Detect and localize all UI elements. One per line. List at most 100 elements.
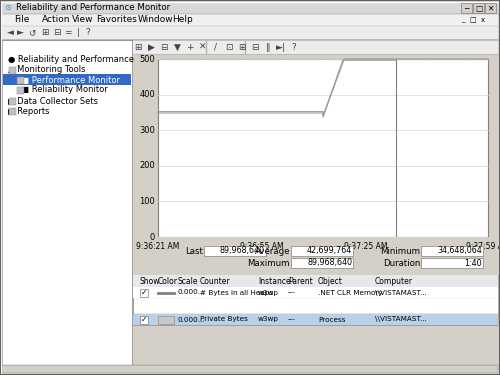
Text: Counter: Counter <box>200 276 230 285</box>
Bar <box>17 87 24 94</box>
Bar <box>133 275 498 287</box>
Text: Action: Action <box>42 15 70 24</box>
Text: Help: Help <box>172 15 193 24</box>
Bar <box>421 258 483 268</box>
Text: Reliability and Performance Monitor: Reliability and Performance Monitor <box>16 3 170 12</box>
Text: 89,968,640: 89,968,640 <box>220 246 265 255</box>
Text: Instance: Instance <box>258 276 290 285</box>
Text: 0.000...: 0.000... <box>177 290 204 296</box>
Text: ✕: ✕ <box>199 42 207 51</box>
Text: Window: Window <box>138 15 173 24</box>
Text: +: + <box>186 42 194 51</box>
Text: ▲ Monitoring Tools: ▲ Monitoring Tools <box>8 66 86 75</box>
Text: ✓: ✓ <box>141 288 147 297</box>
Bar <box>133 275 498 325</box>
Text: View: View <box>72 15 94 24</box>
Text: 9:37:25 AM: 9:37:25 AM <box>344 242 388 251</box>
Text: ● Reliability and Performance: ● Reliability and Performance <box>8 54 134 63</box>
Text: ⊞: ⊞ <box>134 42 142 51</box>
Text: 9:36:21 AM: 9:36:21 AM <box>136 242 180 251</box>
Bar <box>2 40 132 365</box>
Bar <box>140 315 148 324</box>
Text: Color: Color <box>158 276 178 285</box>
Bar <box>9 98 16 105</box>
Bar <box>133 287 498 298</box>
Bar <box>204 246 266 256</box>
Bar <box>9 108 16 115</box>
Text: ---: --- <box>288 290 296 296</box>
Text: Duration: Duration <box>382 258 420 267</box>
Bar <box>2 26 498 39</box>
Text: \\VISTAMAST...: \\VISTAMAST... <box>375 290 427 296</box>
Bar <box>485 3 496 13</box>
Bar <box>158 315 174 324</box>
Bar <box>2 2 498 14</box>
Text: ↺: ↺ <box>28 28 36 37</box>
Text: ⊡: ⊡ <box>225 42 233 51</box>
Text: ⊟: ⊟ <box>160 42 168 51</box>
Text: w3wp: w3wp <box>258 316 279 322</box>
Text: 300: 300 <box>139 126 155 135</box>
Bar <box>17 77 24 84</box>
Text: 500: 500 <box>139 54 155 63</box>
Text: ?: ? <box>86 28 90 37</box>
Text: 100: 100 <box>139 197 155 206</box>
Text: 400: 400 <box>139 90 155 99</box>
Text: \\VISTAMAST...: \\VISTAMAST... <box>375 316 427 322</box>
Text: Parent: Parent <box>288 276 313 285</box>
Text: ►|: ►| <box>276 42 286 51</box>
Bar <box>133 314 498 325</box>
Text: /: / <box>214 42 218 51</box>
Bar <box>291 258 353 268</box>
Bar <box>2 14 498 26</box>
Text: ▶ Reports: ▶ Reports <box>8 106 50 116</box>
Text: ⊞: ⊞ <box>238 42 246 51</box>
Text: _: _ <box>461 17 465 23</box>
Bar <box>421 246 483 256</box>
Text: Average: Average <box>254 246 290 255</box>
Text: ?: ? <box>292 42 296 51</box>
Text: ✕: ✕ <box>488 3 494 12</box>
Text: ■ Performance Monitor: ■ Performance Monitor <box>16 75 120 84</box>
Text: ---: --- <box>288 316 296 322</box>
Text: # Bytes in all Heaps: # Bytes in all Heaps <box>200 290 273 296</box>
Text: 1:40: 1:40 <box>464 258 482 267</box>
Text: 0: 0 <box>150 232 155 242</box>
Text: Object: Object <box>318 276 343 285</box>
Text: Private Bytes: Private Bytes <box>200 316 248 322</box>
Text: |: | <box>76 28 80 37</box>
Text: 9:37:59 AM: 9:37:59 AM <box>466 242 500 251</box>
Bar <box>158 59 488 237</box>
Text: ⊟: ⊟ <box>53 28 61 37</box>
Bar <box>461 3 472 13</box>
Text: Maximum: Maximum <box>248 258 290 267</box>
Text: 34,648,064: 34,648,064 <box>437 246 482 255</box>
Text: 89,968,640: 89,968,640 <box>307 258 352 267</box>
Text: ▼: ▼ <box>174 42 180 51</box>
Text: =: = <box>64 28 72 37</box>
Text: .NET CLR Memory: .NET CLR Memory <box>318 290 382 296</box>
Bar <box>473 3 484 13</box>
Text: w3wp: w3wp <box>258 290 279 296</box>
Bar <box>133 40 498 54</box>
Bar <box>2 2 498 14</box>
Text: ✓: ✓ <box>141 315 147 324</box>
Text: ▶: ▶ <box>148 42 154 51</box>
Text: □: □ <box>475 3 482 12</box>
Text: x: x <box>481 17 485 23</box>
Text: Last: Last <box>185 246 203 255</box>
Text: Show: Show <box>140 276 160 285</box>
Bar <box>133 237 498 273</box>
Text: 9:36:55 AM: 9:36:55 AM <box>240 242 284 251</box>
Text: File: File <box>14 15 30 24</box>
Text: ⊙: ⊙ <box>4 3 12 12</box>
Bar <box>291 246 353 256</box>
Text: ─: ─ <box>464 3 469 12</box>
Text: ►: ► <box>16 28 24 37</box>
Bar <box>140 288 148 297</box>
Text: Scale: Scale <box>177 276 198 285</box>
Bar <box>3 74 131 85</box>
Text: Minimum: Minimum <box>380 246 420 255</box>
Text: ◄: ◄ <box>6 28 14 37</box>
Text: ▶ Data Collector Sets: ▶ Data Collector Sets <box>8 96 98 105</box>
